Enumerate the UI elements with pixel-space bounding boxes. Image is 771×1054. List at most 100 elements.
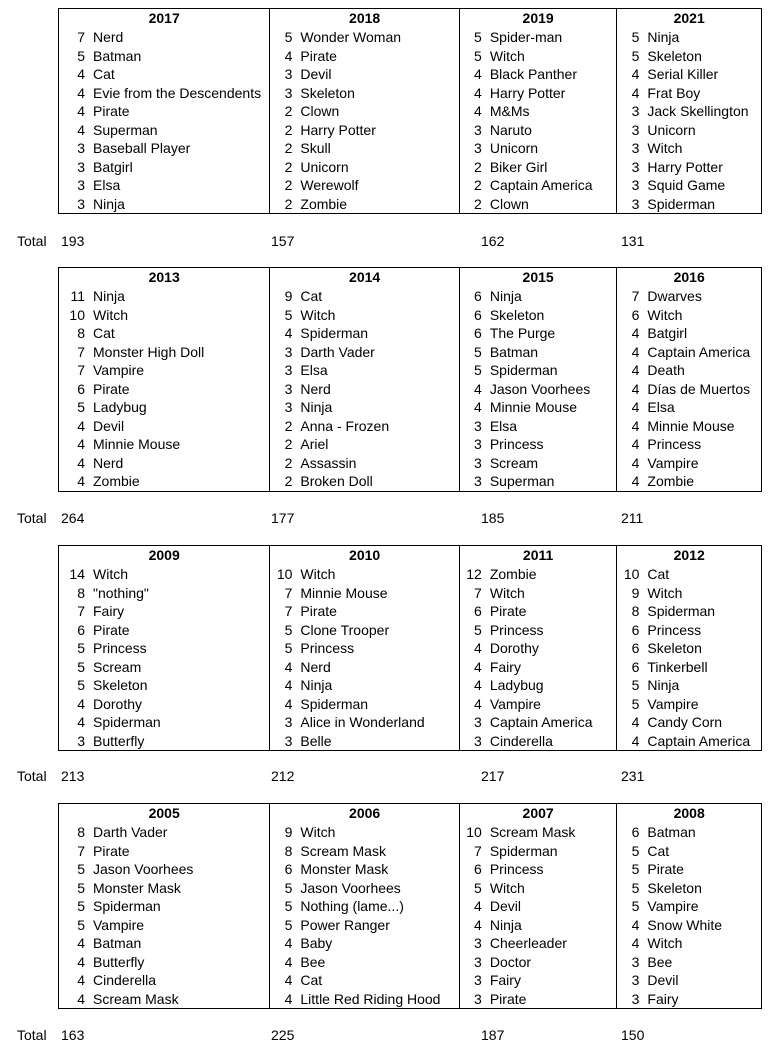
costume-row: 10 Witch [59, 306, 269, 325]
costume-name: Wonder Woman [300, 29, 402, 45]
costume-name: Minnie Mouse [489, 399, 577, 415]
costume-count: 4 [631, 325, 640, 341]
costume-row: 4 Vampire [460, 695, 617, 714]
costume-name: Baseball Player [93, 140, 191, 156]
costume-row: 3 Elsa [59, 176, 269, 195]
costume-name: Cat [300, 972, 323, 988]
costume-count: 5 [77, 898, 85, 914]
costume-name: Assassin [300, 454, 357, 471]
costume-count: 5 [284, 898, 293, 914]
costume-name: Batgirl [647, 325, 688, 341]
costume-count: 5 [77, 879, 85, 896]
costume-row: 5 Princess [270, 639, 458, 658]
costume-count: 5 [284, 29, 293, 45]
costume-name: Cat [93, 66, 115, 82]
costume-name: Tinkerbell [647, 658, 708, 675]
costume-count: 3 [284, 732, 293, 749]
costume-name: The Purge [489, 325, 556, 341]
costume-row: 5 Witch [270, 306, 458, 325]
costume-count: 5 [474, 879, 482, 896]
costume-name: Spiderman [647, 603, 716, 619]
costume-name: Dorothy [489, 640, 539, 656]
costume-name: Death [647, 362, 685, 378]
costume-row: 4 Pirate [270, 47, 458, 66]
costume-name: Ladybug [93, 399, 147, 415]
total-label: Total [17, 768, 47, 784]
costume-count: 3 [474, 473, 482, 489]
costume-count: 4 [631, 454, 640, 471]
year-table: 2017 7 Nerd 5 Batman 4 Cat 4 Evie from the Desce… [58, 8, 762, 214]
costume-name: Ninja [300, 677, 333, 693]
costume-name: Captain America [647, 732, 751, 749]
year-header: 2012 [673, 547, 705, 563]
costume-name: Belle [300, 732, 332, 749]
costume-row: 4 Serial Killer [617, 65, 761, 84]
costume-row: 6 Tinkerbell [617, 658, 761, 677]
costume-count: 3 [284, 399, 293, 415]
costume-count: 3 [631, 972, 640, 988]
costume-count: 4 [631, 66, 640, 82]
costume-name: Cat [647, 842, 670, 859]
costume-row: 4 Princess [617, 435, 761, 454]
year-header: 2005 [148, 805, 180, 821]
costume-row: 4 Devil [59, 417, 269, 436]
costume-name: Ninja [647, 29, 680, 45]
costume-row: 2 Clown [270, 102, 458, 121]
costume-count: 8 [77, 325, 85, 341]
costume-name: Monster High Doll [93, 343, 205, 360]
year-header: 2009 [148, 547, 180, 563]
costume-row: 3 Princess [460, 435, 617, 454]
costume-count: 4 [631, 732, 640, 749]
year-header: 2011 [522, 547, 554, 563]
costume-name: Devil [93, 417, 125, 434]
costume-count: 4 [77, 66, 85, 82]
costume-row: 4 Pirate [59, 102, 269, 121]
costume-name: Cat [300, 288, 323, 304]
costume-count: 3 [77, 158, 85, 175]
costume-count: 4 [474, 916, 482, 933]
costume-name: Zombie [300, 195, 348, 212]
costume-count: 4 [631, 935, 640, 951]
costume-name: Spiderman [489, 842, 558, 859]
costume-count: 3 [284, 343, 293, 360]
costume-count: 2 [284, 140, 293, 156]
costume-count: 3 [631, 990, 640, 1007]
costume-name: Ninja [93, 195, 125, 212]
costume-row: 7 Witch [460, 584, 617, 603]
costume-name: Spiderman [300, 325, 369, 341]
costume-name: Anna - Frozen [300, 417, 390, 434]
costume-row: 5 Monster Mask [59, 879, 269, 898]
year-column: 2010 10 Witch 7 Minnie Mouse 7 Pirate 5 Clone Tr… [270, 546, 460, 750]
costume-row: 9 Witch [617, 584, 761, 603]
costume-name: Doctor [489, 953, 532, 970]
costume-count: 5 [474, 362, 482, 378]
costume-name: Dwarves [647, 288, 702, 304]
costume-name: Ninja [489, 916, 522, 933]
costume-row: 5 Pirate [617, 860, 761, 879]
costume-row: 4 Vampire [617, 454, 761, 473]
costume-row: 7 Pirate [270, 602, 458, 621]
costume-row: 7 Dwarves [617, 287, 761, 306]
total-value: 131 [621, 233, 645, 249]
costume-row: 4 Candy Corn [617, 713, 761, 732]
costume-row: 3 Unicorn [460, 139, 617, 158]
costume-name: Ninja [647, 677, 680, 693]
costume-name: Fairy [647, 990, 679, 1007]
costume-row: 5 Ninja [617, 28, 761, 47]
costume-count: 4 [474, 898, 482, 914]
costume-count: 5 [284, 640, 293, 656]
costume-row: 3 Captain America [460, 713, 617, 732]
total-value: 187 [481, 1027, 505, 1043]
costume-count: 5 [631, 695, 640, 712]
costume-row: 2 Biker Girl [460, 158, 617, 177]
costume-count: 4 [474, 677, 482, 693]
costume-count: 4 [474, 640, 482, 656]
costume-name: Jason Voorhees [300, 879, 401, 896]
costume-name: Witch [93, 306, 128, 323]
costume-row: 7 Nerd [59, 28, 269, 47]
costume-count: 5 [77, 677, 85, 693]
costume-count: 4 [474, 658, 482, 675]
costume-row: 4 Nerd [59, 454, 269, 473]
costume-row: 6 Skeleton [617, 639, 761, 658]
costume-name: Unicorn [647, 121, 696, 138]
